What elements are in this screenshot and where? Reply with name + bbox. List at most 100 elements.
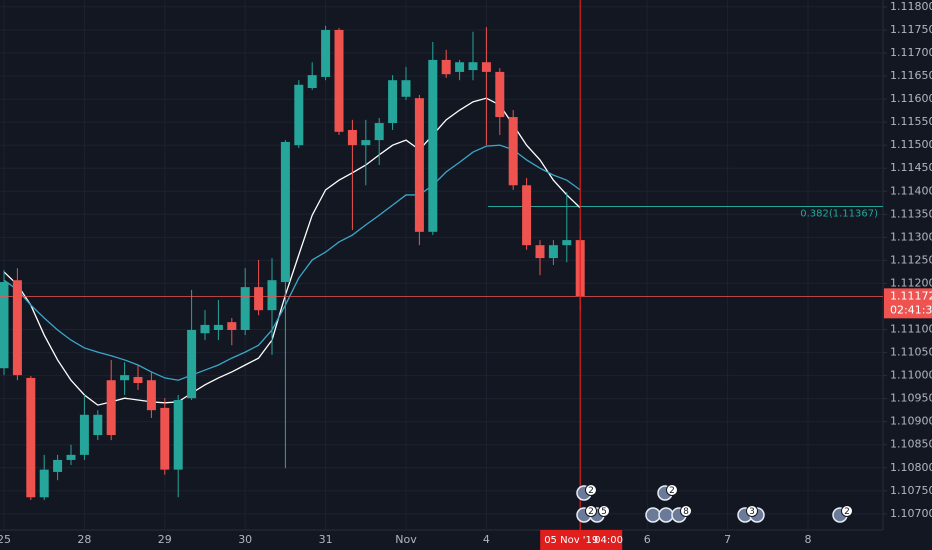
y-tick-label: 1.10900	[890, 415, 932, 428]
candle-body	[401, 80, 411, 97]
y-tick-label: 1.10750	[890, 484, 932, 497]
candle-body	[160, 407, 170, 470]
candle-body	[187, 329, 197, 399]
y-tick-label: 1.11750	[890, 23, 932, 36]
crosshair-label-box	[540, 530, 623, 550]
event-count: 2	[669, 486, 675, 496]
event-badge	[680, 505, 692, 517]
candle-body	[414, 98, 424, 232]
candle-body	[508, 117, 518, 186]
y-tick-label: 1.11550	[890, 115, 932, 128]
x-tick-label: 8	[805, 533, 812, 546]
candle-body	[441, 59, 451, 75]
y-tick-label: 1.11050	[890, 346, 932, 359]
y-tick-label: 1.11800	[890, 0, 932, 13]
candle-body	[0, 282, 9, 369]
candle-body	[200, 324, 210, 334]
y-tick-label: 1.11350	[890, 207, 932, 220]
y-tick-label: 1.11500	[890, 138, 932, 151]
candle-body	[79, 414, 89, 455]
y-tick-label: 1.10800	[890, 461, 932, 474]
x-tick-label: 29	[158, 533, 172, 546]
candle-body	[12, 280, 22, 376]
y-tick-label: 1.10850	[890, 438, 932, 451]
y-tick-label: 1.11600	[890, 92, 932, 105]
candle-body	[173, 400, 183, 470]
event-badge	[585, 505, 597, 517]
x-tick-label: 30	[238, 533, 252, 546]
candle-body	[146, 380, 156, 411]
y-tick-label: 1.11650	[890, 69, 932, 82]
event-count: 5	[601, 507, 607, 517]
price-label-box	[884, 288, 932, 319]
candle-body	[254, 287, 264, 311]
event-flag	[645, 507, 661, 523]
candle-body	[347, 129, 357, 146]
candle-body	[53, 459, 63, 472]
event-count: 2	[844, 507, 850, 517]
x-tick-label: 6	[644, 533, 651, 546]
x-tick-label: 7	[724, 533, 731, 546]
candle-body	[535, 245, 545, 259]
candle-body	[522, 185, 532, 246]
countdown: 02:41:32	[890, 303, 932, 316]
event-badge	[746, 505, 758, 517]
fib-label: 0.382(1.11367)	[800, 208, 878, 219]
candle-body	[321, 29, 331, 77]
y-tick-label: 1.11450	[890, 161, 932, 174]
event-badge	[598, 505, 610, 517]
candle-body	[66, 454, 76, 460]
candle-body	[455, 62, 465, 72]
candle-body	[307, 75, 317, 89]
crosshair-time: 04:00	[594, 535, 623, 546]
event-flag	[658, 507, 674, 523]
candle-body	[280, 141, 290, 283]
candle-body	[548, 245, 558, 259]
moving-average	[3, 97, 581, 406]
candle-body	[26, 377, 36, 498]
event-count: 2	[588, 507, 594, 517]
x-tick-label: 25	[0, 533, 11, 546]
candle-body	[240, 287, 250, 330]
candle-body	[120, 375, 130, 381]
candle-body	[294, 84, 304, 146]
y-tick-label: 1.11700	[890, 46, 932, 59]
candle-body	[562, 240, 572, 246]
candle-body	[374, 123, 384, 141]
candle-body	[495, 71, 505, 118]
y-tick-label: 1.11250	[890, 253, 932, 266]
moving-average	[3, 144, 581, 381]
candle-body	[481, 62, 491, 72]
y-tick-label: 1.11000	[890, 369, 932, 382]
crosshair-date: 05 Nov '19	[544, 535, 598, 546]
candle-body	[428, 59, 438, 232]
x-tick-label: 28	[77, 533, 91, 546]
event-badge	[666, 484, 678, 496]
candle-body	[334, 29, 344, 132]
candle-body	[361, 140, 371, 146]
y-tick-label: 1.11300	[890, 230, 932, 243]
candle-body	[93, 414, 103, 436]
last-price-label: 1.11172	[890, 289, 932, 302]
candle-body	[133, 376, 143, 383]
y-tick-label: 1.10950	[890, 392, 932, 405]
event-count: 8	[683, 507, 689, 517]
candle-body	[213, 324, 223, 330]
y-tick-label: 1.11200	[890, 276, 932, 289]
event-badge	[841, 505, 853, 517]
event-badge	[585, 484, 597, 496]
candle-body	[267, 280, 277, 311]
candle-body	[39, 469, 49, 498]
candle-body	[468, 62, 478, 71]
y-tick-label: 1.10700	[890, 507, 932, 520]
event-count: 3	[749, 507, 755, 517]
candle-body	[388, 80, 398, 124]
candle-body	[106, 380, 116, 436]
x-tick-label: Nov	[395, 533, 417, 546]
event-count: 2	[588, 486, 594, 496]
candle-body	[227, 322, 237, 330]
x-tick-label: 4	[483, 533, 490, 546]
